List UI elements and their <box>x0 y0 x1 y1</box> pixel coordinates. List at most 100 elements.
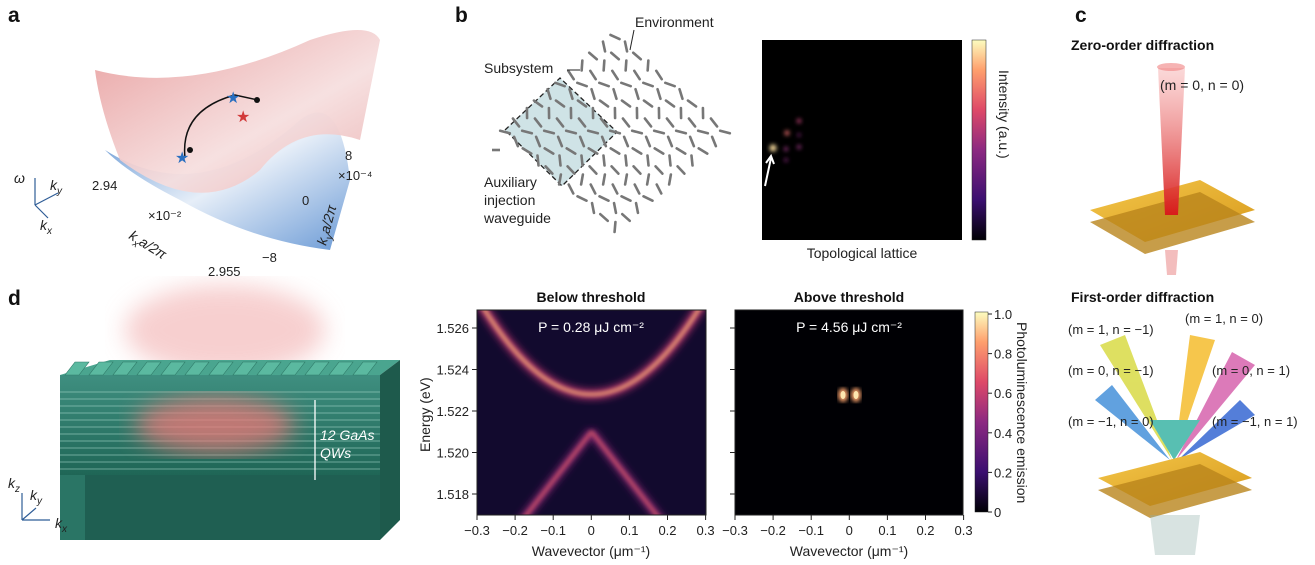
x-tick-label: −0.1 <box>798 523 824 538</box>
input-beam <box>1165 250 1178 275</box>
y-tick-label: 1.518 <box>436 487 469 502</box>
ky-label: ky <box>30 487 43 507</box>
plot-title: Below threshold <box>537 289 646 305</box>
ky-tick: 8 <box>345 148 352 163</box>
panel-c: c Zero-order diffraction (m = 0, n = 0) … <box>1068 4 1298 555</box>
resonator <box>643 83 652 86</box>
plot-title: Above threshold <box>794 289 904 305</box>
beam-top <box>1157 63 1185 71</box>
resonator <box>590 166 597 173</box>
subscript: z <box>14 484 20 495</box>
resonator <box>621 83 630 86</box>
figure: a ★ ★ ★ ω ky kx 2.94 ×10⁻² kxa/2π 2.955 … <box>0 0 1315 565</box>
colorbar-tick-label: 1.0 <box>994 307 1012 322</box>
resonator <box>699 148 708 153</box>
resonator <box>636 89 639 99</box>
x-tick-label: 0.2 <box>916 523 934 538</box>
kx-tick: 2.94 <box>92 178 117 193</box>
resonator <box>581 156 582 166</box>
x-axis-label: Wavevector (μm⁻¹) <box>532 543 650 559</box>
panel-label: c <box>1075 4 1087 27</box>
panel-d: d 12 GaAs QWs kz ky kx Below threshold A… <box>8 284 1030 559</box>
resonator <box>603 156 604 166</box>
resonator <box>614 203 616 213</box>
resonator <box>615 222 616 232</box>
resonator <box>610 35 619 39</box>
beam-label: (m = 1, n = −1) <box>1068 322 1154 337</box>
y-tick-label: 1.520 <box>436 446 469 461</box>
resonator <box>654 131 664 134</box>
waveguide-label: waveguide <box>483 210 551 226</box>
resonator <box>623 119 629 127</box>
subscript: x <box>46 226 53 237</box>
star: ★ <box>226 90 240 107</box>
resonator <box>648 61 649 71</box>
spot <box>785 131 790 136</box>
spot-core <box>841 391 846 399</box>
resonator <box>634 71 639 79</box>
resonator <box>612 166 619 173</box>
resonator <box>589 53 597 60</box>
resonator <box>559 156 560 166</box>
subscript: y <box>36 496 43 507</box>
subsystem-label: Subsystem <box>484 60 553 76</box>
resonator <box>712 137 716 146</box>
beam-label: (m = −1, n = 0) <box>1068 414 1154 429</box>
resonator <box>624 137 628 146</box>
resonator <box>644 196 653 200</box>
power-label: P = 4.56 μJ cm⁻² <box>796 319 902 335</box>
resonator <box>600 196 609 200</box>
resonator <box>647 175 649 185</box>
resonator <box>632 131 642 134</box>
resonator <box>625 156 626 166</box>
x-tick-label: −0.3 <box>722 523 748 538</box>
resonator <box>614 89 617 99</box>
resonator <box>592 203 594 213</box>
resonator <box>680 89 683 99</box>
resonator <box>568 71 573 79</box>
resonator <box>676 131 686 134</box>
resonator <box>622 196 631 200</box>
colorbar-tick-label: 0 <box>994 505 1001 520</box>
resonator <box>645 119 651 127</box>
first-order-title: First-order diffraction <box>1071 289 1214 305</box>
colorbar-tick-label: 0.2 <box>994 465 1012 480</box>
resonator <box>711 119 717 127</box>
resonator <box>578 196 587 200</box>
resonator <box>689 119 695 127</box>
resonator <box>678 166 685 173</box>
pl-map-above <box>735 310 963 515</box>
panel-a: a ★ ★ ★ ω ky kx 2.94 ×10⁻² kxa/2π 2.955 … <box>8 4 380 279</box>
resonator <box>581 175 583 185</box>
beam-label: (m = 0, n = 1) <box>1212 363 1290 378</box>
resonator <box>569 185 574 194</box>
resonator <box>658 89 661 99</box>
panel-b: b Environment Subsystem Auxiliary inject… <box>455 4 1012 261</box>
resonator <box>646 137 650 146</box>
x-tick-label: 0.3 <box>697 523 715 538</box>
x-tick-label: 0.2 <box>658 523 676 538</box>
omega-label: ω <box>14 170 25 186</box>
spot-core <box>854 391 859 399</box>
panel-label: b <box>455 4 468 27</box>
resonator <box>647 156 648 166</box>
spot <box>797 145 801 149</box>
x-tick-label: 0 <box>588 523 595 538</box>
ky-label: ky <box>50 177 63 197</box>
resonator <box>603 42 605 52</box>
resonator <box>600 214 607 221</box>
star: ★ <box>236 109 250 126</box>
resonator <box>698 131 708 134</box>
waveguide-label: Auxiliary <box>484 174 537 190</box>
x-tick-label: −0.3 <box>464 523 490 538</box>
spot <box>784 147 788 151</box>
resonator <box>690 137 694 146</box>
page: {"panel_a":{"label":"a","omega":"ω","kx"… <box>0 0 1315 565</box>
zero-order-title: Zero-order diffraction <box>1071 37 1214 53</box>
resonator <box>656 166 663 173</box>
beam-label: (m = 0, n = −1) <box>1068 363 1154 378</box>
colorbar-tick-label: 0.8 <box>994 347 1012 362</box>
laser-mode <box>135 397 295 453</box>
resonator <box>644 101 652 107</box>
beam-label: (m = 1, n = 0) <box>1185 311 1263 326</box>
